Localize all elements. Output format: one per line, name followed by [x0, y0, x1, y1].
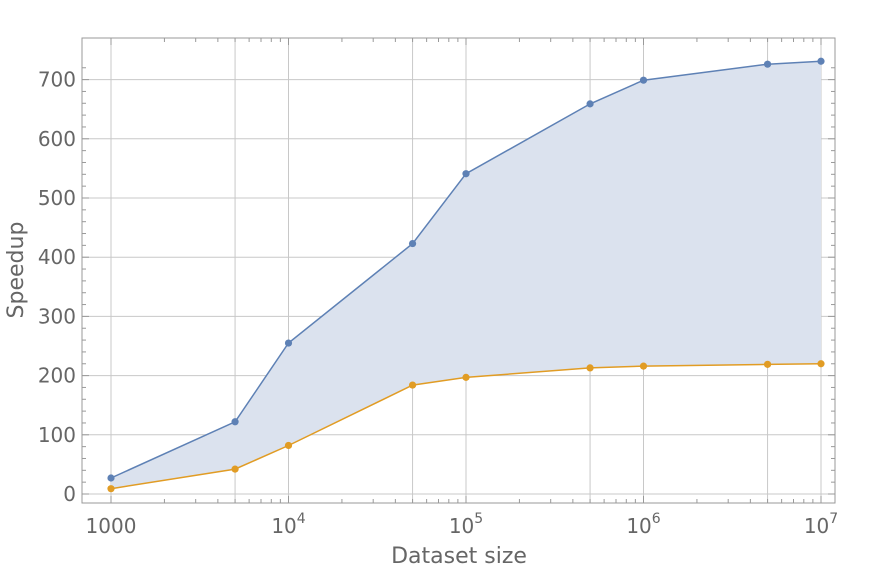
x-tick-label: 1000 [86, 514, 137, 538]
y-axis-label: Speedup [4, 222, 29, 319]
y-tick-labels: 0 100 200 300 400 500 600 700 [38, 68, 76, 506]
y-tick-label: 0 [63, 482, 76, 506]
x-tick-label: 106 [626, 511, 660, 538]
series-1-point [586, 100, 594, 108]
plot-border [81, 37, 836, 504]
x-tick-labels: 1000 104 105 106 107 [86, 511, 839, 538]
x-tick-label: 105 [449, 511, 483, 538]
axis-ticks [82, 38, 835, 503]
series-2-point [107, 485, 115, 493]
series-1-point [231, 418, 239, 426]
fill-between-band [111, 61, 821, 489]
series-2-point [586, 364, 594, 372]
y-tick-label: 200 [38, 364, 76, 388]
series-1-point [639, 76, 648, 84]
series-1-point [408, 239, 417, 248]
series-2-point [231, 465, 239, 473]
series-1-point [817, 57, 825, 65]
series-1-point [107, 474, 115, 482]
x-axis-label: Dataset size [391, 544, 527, 569]
series-1-point [763, 60, 772, 68]
series-1-point [462, 170, 470, 178]
y-tick-label: 600 [38, 127, 76, 151]
series-2-point [284, 441, 293, 450]
plot-frame [81, 37, 836, 504]
series-2-point [817, 360, 825, 368]
x-tick-label: 107 [804, 511, 838, 538]
series-2-point [408, 381, 417, 389]
y-tick-label: 300 [38, 304, 76, 328]
series-2-point [763, 360, 772, 368]
series-1-point [284, 339, 293, 347]
series-points [107, 57, 825, 493]
y-tick-label: 100 [38, 423, 76, 447]
y-tick-label: 700 [38, 68, 76, 92]
y-tick-label: 400 [38, 245, 76, 269]
x-tick-label: 104 [271, 511, 305, 538]
series-2-point [639, 362, 648, 370]
series-2-point [462, 373, 470, 381]
y-tick-label: 500 [38, 186, 76, 210]
